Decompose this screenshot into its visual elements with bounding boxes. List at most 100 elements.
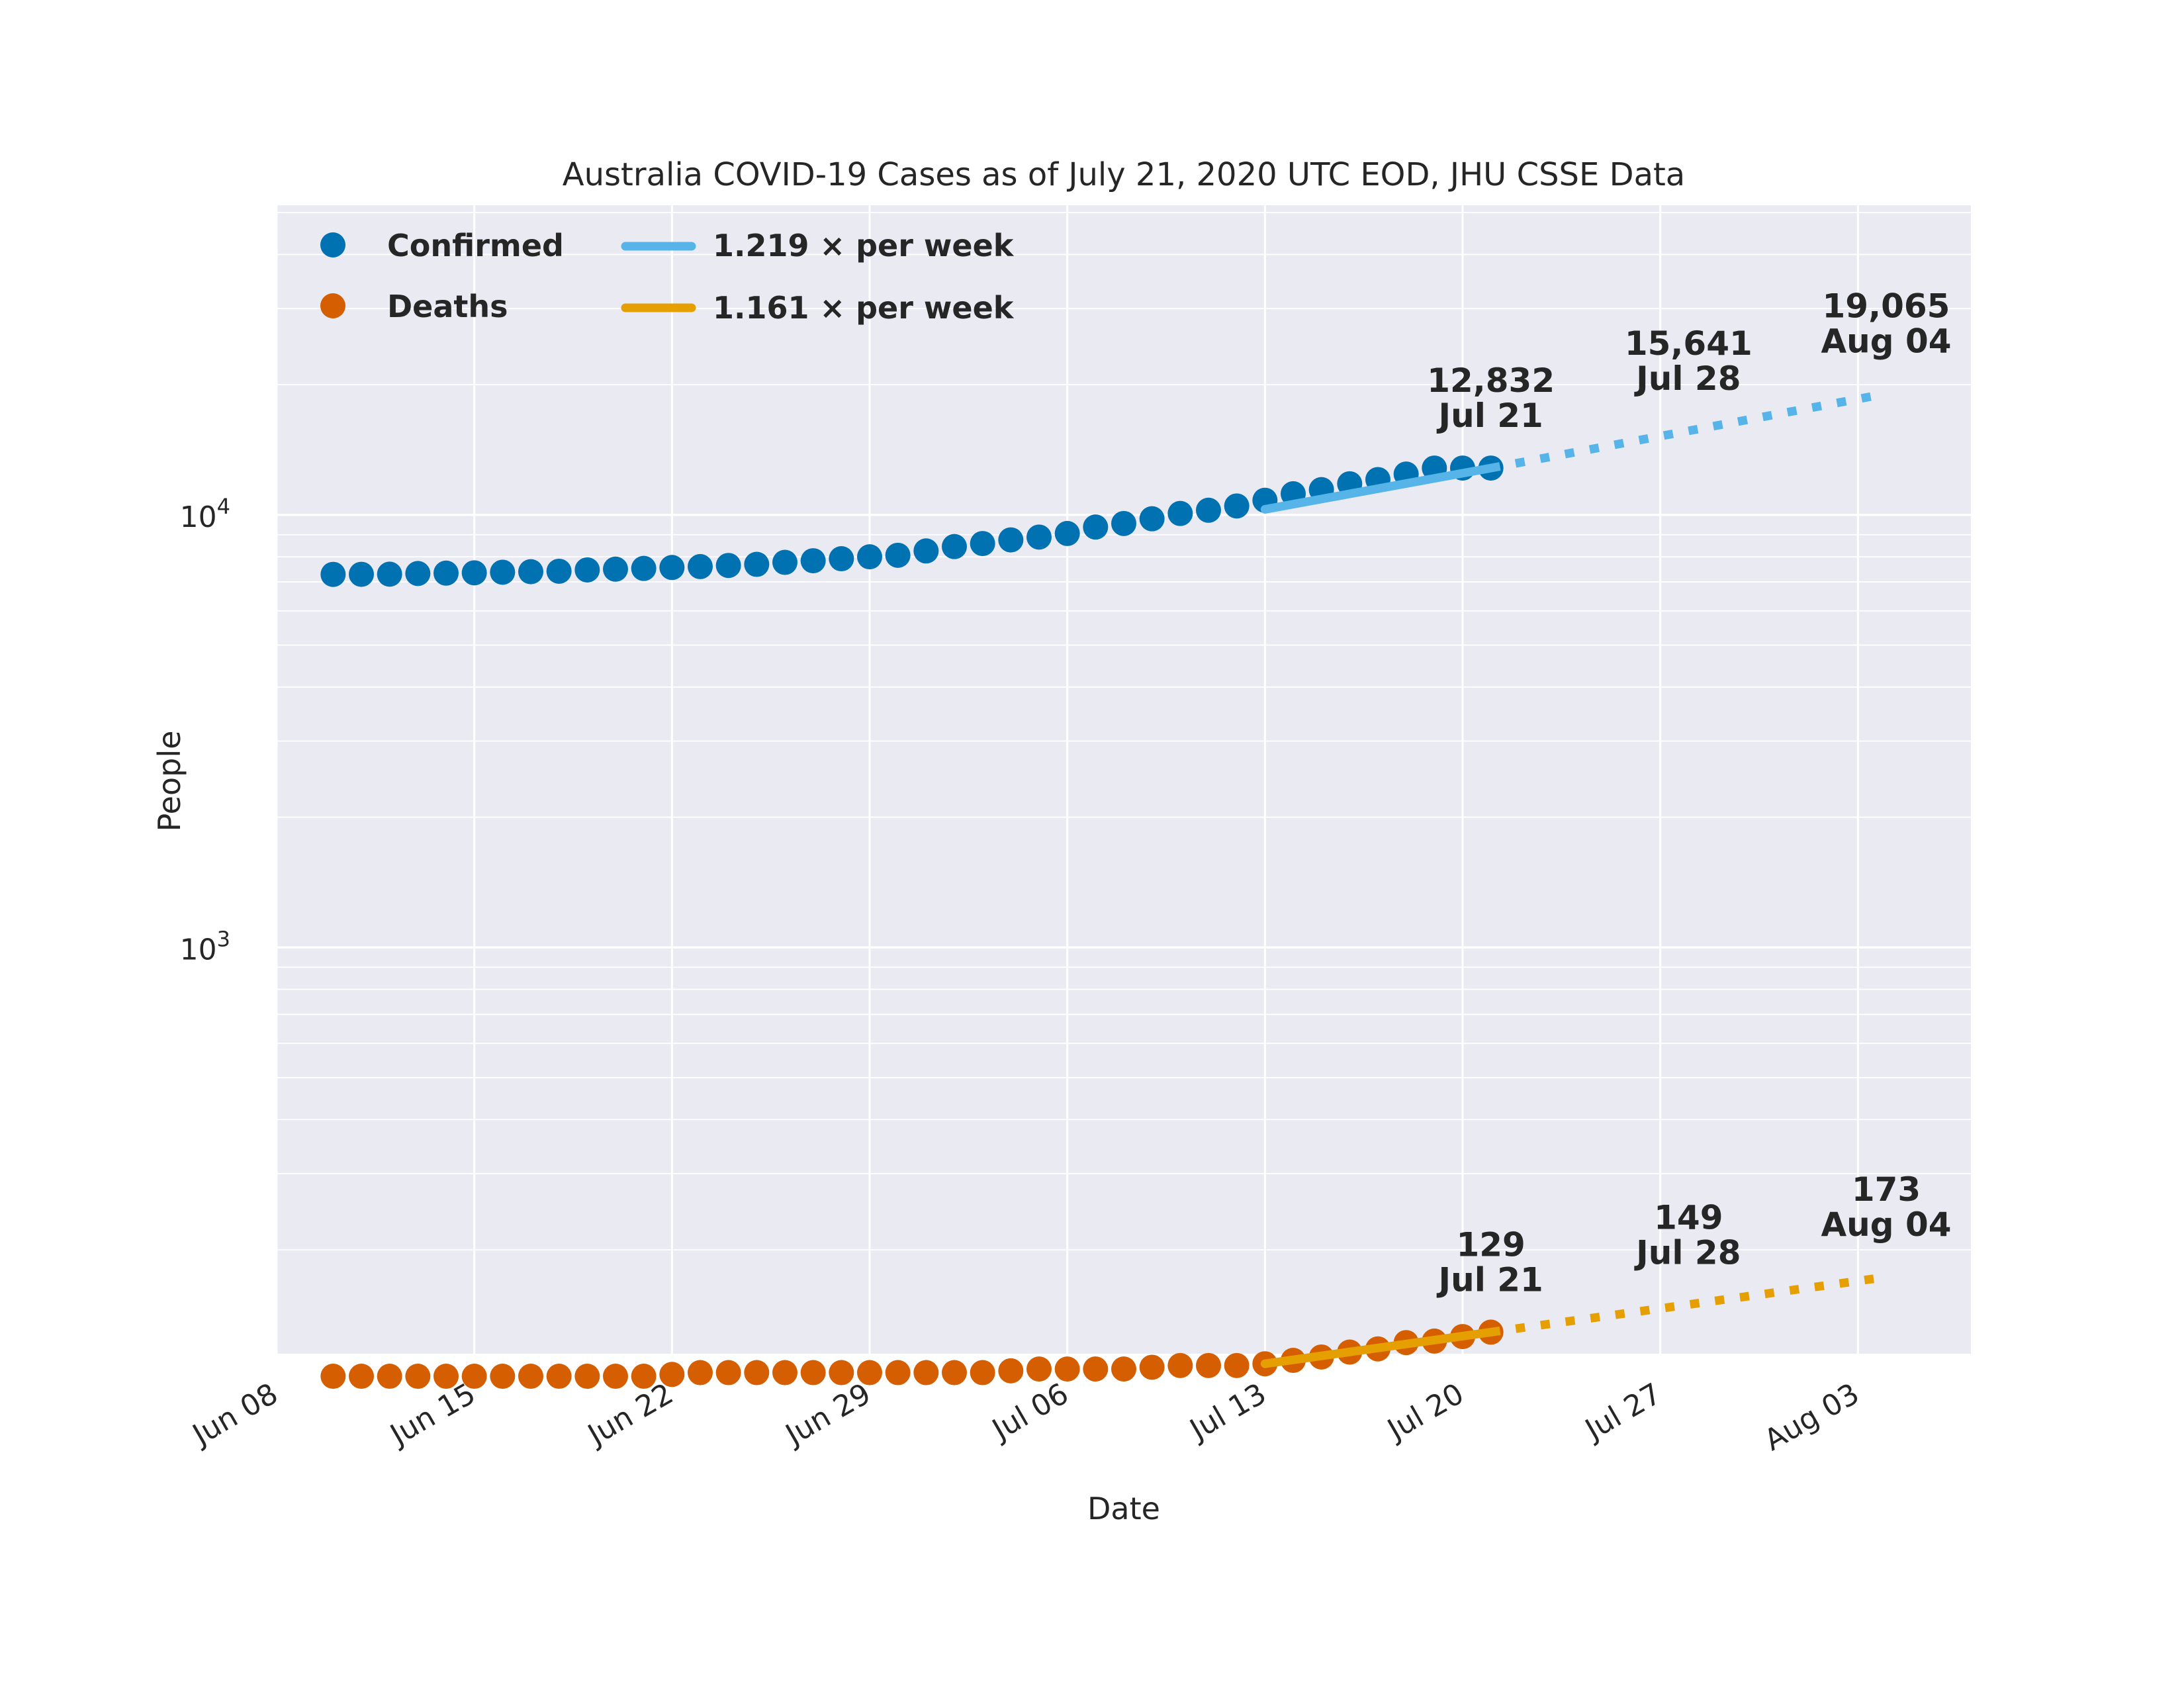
deaths-point xyxy=(349,1364,374,1389)
deaths-point xyxy=(490,1364,516,1389)
confirmed-point xyxy=(829,546,854,572)
confirmed-point xyxy=(942,534,967,559)
legend-deaths-label: Deaths xyxy=(387,289,508,324)
confirmed-point xyxy=(490,559,516,585)
confirmed-point xyxy=(998,527,1024,553)
y-tick-label-1: 103 xyxy=(180,926,230,966)
confirmed-point xyxy=(546,558,572,584)
deaths-point xyxy=(1139,1354,1165,1380)
deaths-point xyxy=(1054,1356,1080,1382)
x-axis-label: Date xyxy=(1087,1491,1160,1526)
deaths-point xyxy=(320,1364,346,1389)
legend-deaths-fit-label: 1.161 × per week xyxy=(713,290,1015,326)
confirmed-point xyxy=(1167,500,1193,526)
x-tick-label-6: Jul 20 xyxy=(1381,1377,1470,1448)
annotation-date-1: Jul 28 xyxy=(1634,359,1741,398)
deaths-point xyxy=(913,1360,939,1385)
confirmed-point xyxy=(688,553,713,579)
deaths-point xyxy=(744,1360,770,1385)
y-axis-label: People xyxy=(152,731,187,832)
deaths-point xyxy=(603,1364,628,1389)
deaths-point xyxy=(546,1364,572,1389)
confirmed-point xyxy=(1083,514,1109,540)
deaths-point xyxy=(574,1364,600,1389)
deaths-point xyxy=(1111,1356,1136,1382)
deaths-point xyxy=(772,1360,797,1385)
confirmed-point xyxy=(1026,524,1052,550)
deaths-point xyxy=(1167,1352,1193,1378)
confirmed-point xyxy=(1196,497,1221,523)
deaths-point xyxy=(1083,1356,1109,1382)
annotation-value-3: 129 xyxy=(1456,1225,1525,1264)
deaths-point xyxy=(1196,1352,1221,1378)
x-tick-label-7: Jul 27 xyxy=(1578,1377,1667,1448)
annotation-value-1: 15,641 xyxy=(1625,324,1752,363)
confirmed-point xyxy=(913,538,939,564)
confirmed-point xyxy=(659,555,685,581)
legend-deaths-marker xyxy=(320,293,345,318)
confirmed-point xyxy=(800,548,826,574)
point-layer xyxy=(320,455,1504,1389)
deaths-point xyxy=(659,1362,685,1387)
confirmed-point xyxy=(885,542,911,568)
confirmed-point xyxy=(1111,510,1136,536)
annotation-date-3: Jul 21 xyxy=(1437,1260,1543,1299)
annotation-date-5: Aug 04 xyxy=(1821,1205,1951,1244)
annotation-value-0: 12,832 xyxy=(1427,361,1555,400)
deaths-point xyxy=(800,1360,826,1385)
confirmed-point xyxy=(744,551,770,577)
deaths-point xyxy=(1224,1352,1250,1378)
fit-line-deaths xyxy=(1260,1327,1496,1368)
confirmed-point xyxy=(1054,520,1080,546)
confirmed-point xyxy=(1224,493,1250,519)
deaths-point xyxy=(631,1364,657,1389)
legend-confirmed-label: Confirmed xyxy=(387,228,564,263)
deaths-point xyxy=(942,1360,967,1385)
annotation-value-4: 149 xyxy=(1654,1198,1723,1237)
projection-line-deaths xyxy=(1490,1272,1887,1336)
legend: Confirmed Deaths 1.219 × per week 1.161 … xyxy=(320,228,1015,326)
annotation-date-2: Aug 04 xyxy=(1821,322,1951,361)
confirmed-point xyxy=(631,555,657,581)
annotation-date-4: Jul 28 xyxy=(1634,1233,1741,1272)
confirmed-point xyxy=(857,544,882,570)
line-layer xyxy=(1260,389,1888,1368)
deaths-point xyxy=(857,1360,882,1385)
legend-confirmed-fit-label: 1.219 × per week xyxy=(713,228,1015,263)
annotation-value-2: 19,065 xyxy=(1823,287,1950,326)
chart-title: Australia COVID-19 Cases as of July 21, … xyxy=(563,156,1685,193)
deaths-point xyxy=(998,1358,1024,1383)
x-tick-label-0: Jun 08 xyxy=(185,1377,283,1453)
deaths-point xyxy=(829,1360,854,1385)
x-tick-label-8: Aug 03 xyxy=(1758,1377,1865,1458)
confirmed-point xyxy=(715,553,741,579)
confirmed-point xyxy=(518,559,543,585)
x-tick-label-2: Jun 22 xyxy=(581,1377,679,1453)
confirmed-point xyxy=(574,557,600,583)
confirmed-point xyxy=(433,560,459,586)
deaths-point xyxy=(715,1360,741,1385)
deaths-point xyxy=(688,1360,713,1385)
confirmed-point xyxy=(377,561,402,587)
deaths-point xyxy=(377,1364,402,1389)
y-tick-label-0: 104 xyxy=(180,494,230,534)
confirmed-point xyxy=(349,561,374,587)
x-tick-label-5: Jul 13 xyxy=(1183,1377,1272,1448)
confirmed-point xyxy=(970,531,995,557)
deaths-point xyxy=(970,1360,995,1385)
deaths-point xyxy=(461,1364,487,1389)
deaths-point xyxy=(405,1364,431,1389)
confirmed-point xyxy=(405,561,431,586)
projection-line-confirmed xyxy=(1490,389,1888,473)
confirmed-point xyxy=(461,560,487,586)
grid-layer xyxy=(275,205,1971,1354)
confirmed-point xyxy=(320,561,346,587)
deaths-point xyxy=(433,1364,459,1389)
x-tick-label-1: Jun 15 xyxy=(383,1377,481,1453)
annotation-value-5: 173 xyxy=(1852,1170,1921,1209)
deaths-point xyxy=(885,1360,911,1385)
deaths-point xyxy=(1026,1356,1052,1382)
